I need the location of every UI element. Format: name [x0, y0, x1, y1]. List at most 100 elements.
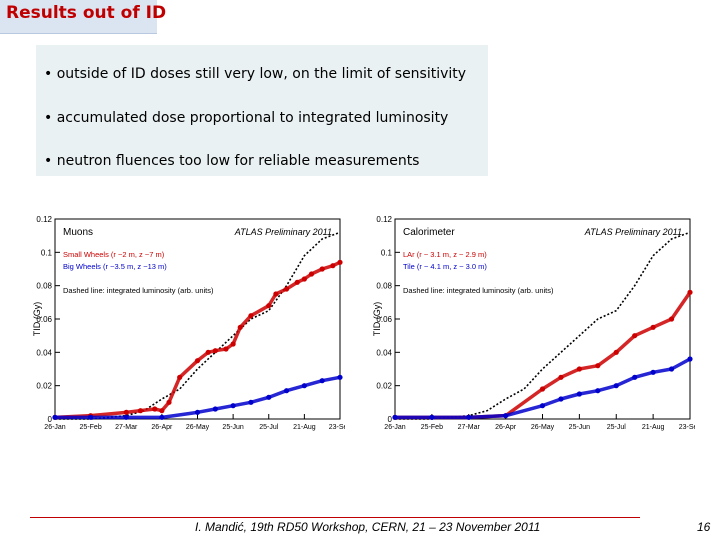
muons-legend-red: Small Wheels (r ~2 m, z ~7 m)	[63, 250, 165, 259]
title-box: Results out of ID	[0, 0, 166, 34]
muons-note: Dashed line: integrated luminosity (arb.…	[63, 286, 214, 295]
calorimeter-series-red-point	[650, 324, 656, 330]
calorimeter-ytick-label: 0.02	[376, 382, 392, 391]
muons-series-blue-point	[301, 383, 307, 389]
calorimeter-series-blue-point	[595, 388, 601, 394]
calorimeter-series-blue-point	[466, 414, 472, 420]
muons-series-red-point	[159, 408, 165, 414]
muons-series-red-point	[223, 346, 229, 352]
muons-series-blue-point	[123, 414, 129, 420]
calorimeter-xtick-label: 23-Sep	[679, 424, 695, 431]
bullet-3: • neutron fluences too low for reliable …	[44, 153, 420, 169]
muons-subtitle: ATLAS Preliminary 2011	[234, 227, 332, 237]
calorimeter-title: Calorimeter	[403, 227, 455, 238]
muons-series-blue-point	[212, 406, 218, 412]
calorimeter-series-red-point	[558, 374, 564, 380]
muons-plot-frame	[54, 218, 341, 420]
calorimeter-series-red-point	[576, 366, 582, 372]
muons-series-blue-point	[159, 414, 165, 420]
calorimeter-series-blue-point	[687, 356, 693, 362]
muons-xtick-label: 23-Sep	[329, 424, 345, 431]
calorimeter-series-blue-point	[503, 413, 509, 419]
muons-series-red-point	[212, 348, 218, 354]
muons-series-red-point	[166, 399, 172, 405]
muons-series-blue-point	[52, 414, 58, 420]
muons-ytick-label: 0.1	[41, 248, 53, 257]
muons-xtick-label: 25-Jun	[222, 424, 244, 431]
calorimeter-series-red-point	[595, 363, 601, 369]
muons-ytick-label: 0	[48, 415, 53, 424]
muons-series-red-point	[337, 259, 343, 265]
muons-series-red-point	[266, 303, 272, 309]
calorimeter-legend-red: LAr (r ~ 3.1 m, z ~ 2.9 m)	[403, 250, 487, 259]
muons-ytick-label: 0.06	[36, 315, 52, 324]
muons-series-blue-point	[337, 374, 343, 380]
calorimeter-xtick-label: 25-Jul	[607, 424, 627, 431]
calorimeter-series-blue-point	[668, 366, 675, 372]
calorimeter-plot-frame	[394, 218, 691, 420]
calorimeter-series-blue-point	[632, 374, 638, 380]
muons-series-blue-point	[283, 388, 290, 394]
calorimeter-series-blue-point	[429, 414, 435, 420]
muons-series-blue-point	[194, 409, 201, 415]
calorimeter-ytick-label: 0.1	[381, 248, 393, 257]
muons-series-red-point	[283, 286, 290, 292]
muons-series-red-point	[319, 266, 325, 272]
muons-series-red-point	[152, 406, 158, 412]
muons-ytick-label: 0.02	[36, 382, 52, 391]
muons-series-red-point	[273, 291, 279, 297]
footer-divider	[30, 517, 640, 518]
calorimeter-ytick-label: 0.04	[376, 348, 392, 357]
muons-series-red-point	[330, 263, 336, 269]
calorimeter-xtick-label: 26-Jan	[384, 424, 406, 431]
muons-xtick-label: 25-Feb	[80, 424, 102, 431]
muons-luminosity-line	[55, 231, 341, 420]
calorimeter-xtick-label: 26-Apr	[495, 424, 517, 431]
muons-series-blue-point	[266, 394, 272, 400]
muons-ylabel: TID (Gy)	[32, 302, 42, 337]
calorimeter-series-red-point	[539, 386, 546, 392]
muons-ytick-label: 0.12	[36, 215, 52, 224]
calorimeter-series-blue-point	[613, 383, 619, 389]
calorimeter-series-red-point	[632, 333, 638, 339]
muons-series-red-point	[205, 349, 211, 355]
calorimeter-series-blue-point	[539, 403, 546, 409]
muons-series-blue-point	[88, 414, 94, 420]
muons-xtick-label: 26-Jan	[44, 424, 66, 431]
muons-series-blue-point	[230, 403, 236, 409]
muons-series-red-point	[301, 276, 307, 282]
calorimeter-series-red-point	[687, 289, 693, 295]
calorimeter-xtick-label: 25-Jun	[569, 424, 591, 431]
calorimeter-legend-blue: Tile (r ~ 4.1 m, z ~ 3.0 m)	[403, 262, 487, 271]
muons-legend-blue: Big Wheels (r ~3.5 m, z ~13 m)	[63, 262, 167, 271]
bullet-box: • outside of ID doses still very low, on…	[36, 45, 488, 176]
bullet-2: • accumulated dose proportional to integ…	[44, 110, 449, 126]
calorimeter-xtick-label: 25-Feb	[421, 424, 443, 431]
calorimeter-chart: 0 0.02 0.04 0.06 0.08 0.1 0.12 26-Jan 25-Feb 27-M…	[372, 215, 695, 431]
footer-citation: I. Mandić, 19th RD50 Workshop, CERN, 21 …	[195, 520, 541, 534]
calorimeter-ytick-label: 0.12	[376, 215, 392, 224]
calorimeter-ytick-label: 0.08	[376, 282, 392, 291]
muons-series-blue-point	[248, 399, 254, 405]
calorimeter-xtick-label: 21-Aug	[642, 424, 665, 431]
calorimeter-series-red-point	[668, 316, 675, 322]
muons-series-red-point	[237, 324, 243, 330]
page-number: 16	[697, 520, 711, 534]
calorimeter-subtitle: ATLAS Preliminary 2011	[584, 227, 682, 237]
slide-title: Results out of ID	[6, 3, 167, 23]
muons-series-red-point	[177, 374, 183, 380]
calorimeter-series-red-point	[613, 349, 619, 355]
muons-ytick-label: 0.08	[36, 282, 52, 291]
muons-xtick-label: 26-Apr	[151, 424, 173, 431]
calorimeter-ytick-label: 0.06	[376, 315, 392, 324]
muons-chart: 0 0.02 0.04 0.06 0.08 0.1 0.12 26-Jan 25-Feb 27-M…	[32, 215, 345, 431]
calorimeter-note: Dashed line: integrated luminosity (arb.…	[403, 286, 554, 295]
muons-xtick-label: 21-Aug	[293, 424, 316, 431]
muons-series-red-point	[137, 408, 144, 414]
calorimeter-series-blue-point	[576, 391, 582, 397]
calorimeter-xtick-label: 27-Mar	[458, 424, 481, 431]
muons-series-red-point	[248, 313, 254, 319]
calorimeter-series-blue-point	[558, 396, 564, 402]
muons-series-red-point	[308, 271, 315, 277]
muons-ytick-label: 0.04	[36, 348, 52, 357]
